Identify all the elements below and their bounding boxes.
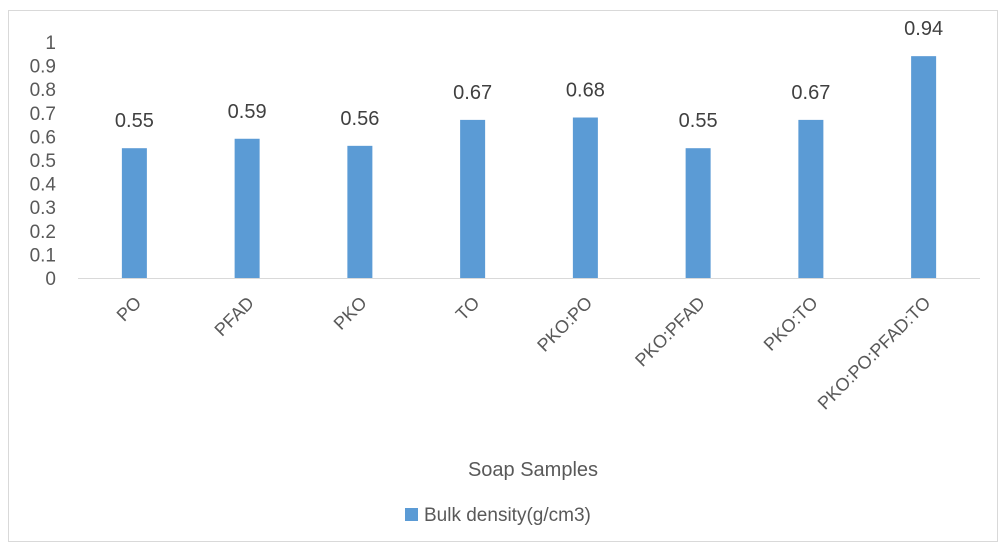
bar xyxy=(685,148,711,278)
bar xyxy=(798,119,824,278)
data-label: 0.55 xyxy=(679,110,718,132)
y-tick-label: 0.8 xyxy=(30,80,56,101)
x-category-label: PKO:PFAD xyxy=(631,293,709,371)
data-label: 0.67 xyxy=(453,82,492,104)
y-tick-label: 1 xyxy=(45,33,56,54)
data-label: 0.67 xyxy=(791,82,830,104)
bar xyxy=(572,117,598,279)
y-tick-label: 0.5 xyxy=(30,151,56,172)
data-label: 0.56 xyxy=(340,108,379,130)
x-category-label: TO xyxy=(452,293,484,325)
y-tick-label: 0.7 xyxy=(30,104,56,125)
bar xyxy=(460,119,486,278)
legend-swatch xyxy=(405,508,418,521)
x-category-label: PKO:PO xyxy=(533,293,596,356)
x-category-label: PKO:TO xyxy=(760,293,822,355)
bar xyxy=(347,145,373,278)
data-label: 0.59 xyxy=(228,101,267,123)
data-labels: 0.55 0.59 0.56 0.67 0.68 0.55 0.67 0.94 xyxy=(115,18,943,132)
x-category-label: PO xyxy=(113,293,146,326)
bar xyxy=(234,138,260,278)
data-label: 0.68 xyxy=(566,80,605,102)
x-category-label: PKO xyxy=(330,293,371,334)
legend-label: Bulk density(g/cm3) xyxy=(424,505,591,526)
bar xyxy=(121,148,147,278)
x-axis-title: Soap Samples xyxy=(468,459,598,481)
y-tick-label: 0.2 xyxy=(30,222,56,243)
y-tick-label: 0.1 xyxy=(30,245,56,266)
y-tick-label: 0.9 xyxy=(30,57,56,78)
x-category-label: PKO:PO:PFAD:TO xyxy=(814,293,935,414)
bar xyxy=(911,56,937,278)
y-axis-ticks: 0 0.10.2 0.30.4 0.5 0.60.7 0.80.9 1 xyxy=(30,33,57,290)
x-category-label: PFAD xyxy=(211,293,258,340)
x-axis-category-labels: PO PFAD PKO TO PKO:PO PKO:PFAD PKO:TOPKO:PO:PF… xyxy=(113,293,935,414)
chart-frame xyxy=(8,10,998,542)
y-tick-label: 0.3 xyxy=(30,198,56,219)
data-label: 0.55 xyxy=(115,110,154,132)
y-tick-label: 0.6 xyxy=(30,127,56,148)
y-tick-label: 0.4 xyxy=(30,175,57,196)
data-label: 0.94 xyxy=(904,18,943,40)
legend: Bulk density(g/cm3) xyxy=(405,505,591,526)
y-tick-label: 0 xyxy=(45,269,56,290)
bars xyxy=(121,56,937,279)
